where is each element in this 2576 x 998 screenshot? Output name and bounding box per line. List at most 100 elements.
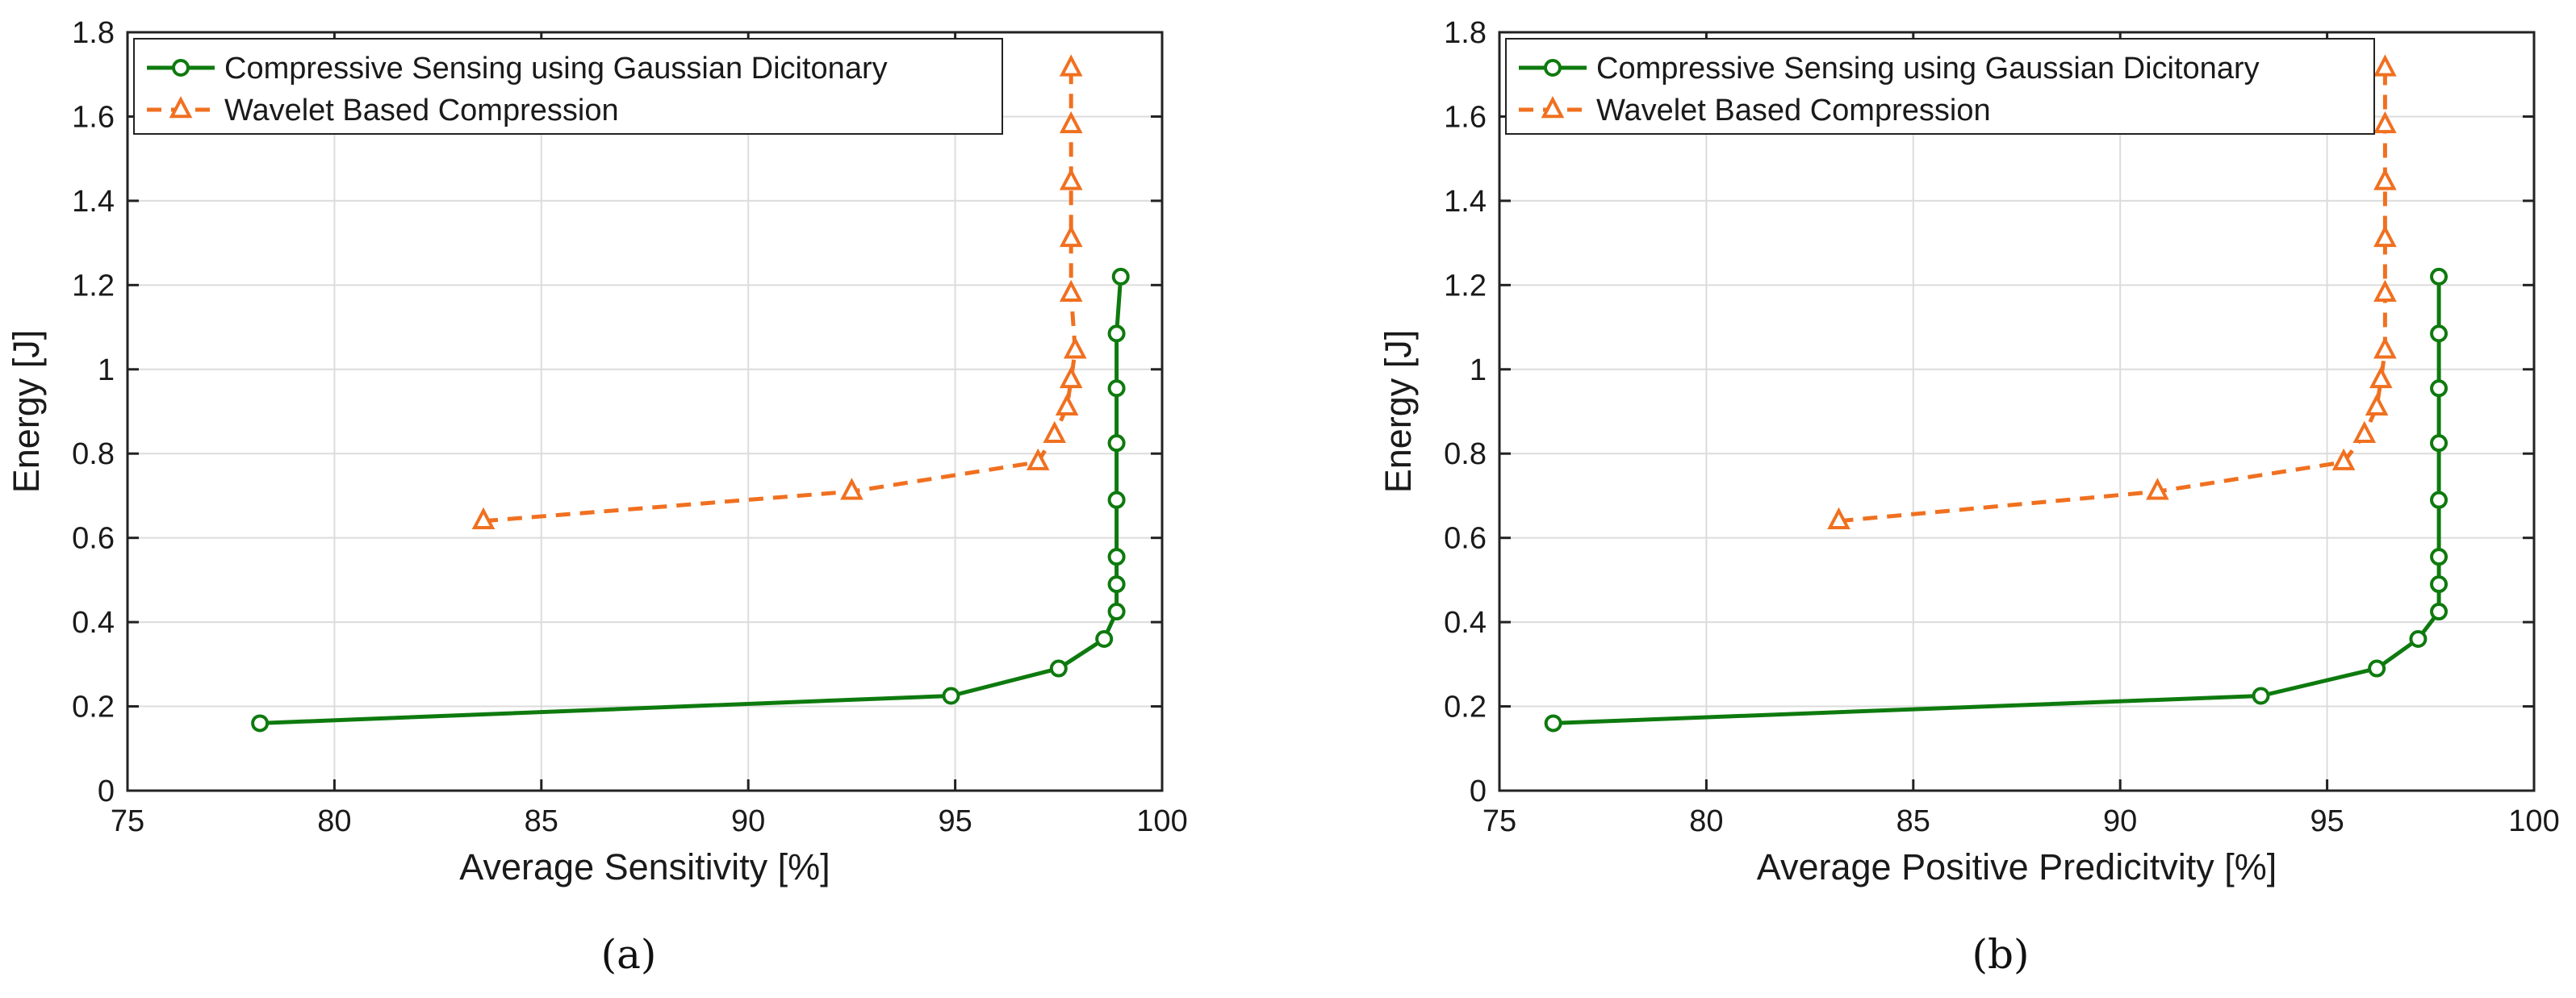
data-point-wavelet <box>2369 365 2393 389</box>
data-point-wavelet <box>2146 478 2169 500</box>
y-tick-label: 1.2 <box>1444 269 1487 303</box>
data-point-compressive-sensing <box>251 714 270 733</box>
data-point-wavelet <box>1059 54 1083 77</box>
x-tick-label: 75 <box>111 804 144 838</box>
series-line-compressive-sensing <box>260 276 1123 725</box>
y-tick-label: 0.4 <box>1444 606 1487 640</box>
data-point-wavelet <box>1827 507 1850 529</box>
data-point-wavelet <box>2373 279 2397 302</box>
data-point-wavelet <box>1059 224 1083 248</box>
x-tick-label: 100 <box>2508 804 2559 838</box>
y-tick-label: 1 <box>1470 353 1487 387</box>
data-point-wavelet <box>1059 279 1083 302</box>
plot-frame <box>1498 31 2536 792</box>
legend-label: Compressive Sensing using Gaussian Dicit… <box>224 52 888 86</box>
data-point-compressive-sensing <box>1107 603 1126 621</box>
data-point-compressive-sensing <box>2430 379 2448 398</box>
data-point-wavelet <box>1059 111 1083 134</box>
y-tick-label: 0.8 <box>72 437 115 471</box>
data-point-wavelet <box>2373 168 2397 190</box>
data-point-wavelet <box>2373 336 2397 359</box>
legend-marker-wavelet <box>169 95 193 119</box>
y-tick-label: 1.8 <box>1444 16 1487 50</box>
data-point-wavelet <box>1055 393 1079 415</box>
x-axis-label: Average Sensitivity [%] <box>459 846 830 887</box>
data-point-wavelet <box>2365 393 2389 415</box>
chart-panel-a: 75 80 85 90 95 100 0 0.2 0.4 0.6 0.8 1 1.2 1.4 1.6 1.8 C… <box>6 16 1188 978</box>
data-point-compressive-sensing <box>2430 491 2448 509</box>
data-point-compressive-sensing <box>1107 575 1126 594</box>
x-tick-label: 75 <box>1482 804 1516 838</box>
y-tick-label: 1.4 <box>1444 185 1487 219</box>
x-axis-label: Average Positive Predicitvity [%] <box>1757 846 2277 887</box>
legend-label: Wavelet Based Compression <box>224 94 619 127</box>
data-point-wavelet <box>840 478 864 500</box>
data-point-compressive-sensing <box>2430 548 2448 566</box>
x-tick-label: 95 <box>938 804 972 838</box>
figure-caption: (b) <box>1972 931 2029 978</box>
y-tick-label: 0.4 <box>72 606 115 640</box>
y-tick-label: 1.4 <box>72 185 115 219</box>
data-point-compressive-sensing <box>2430 267 2448 286</box>
figure-caption: (a) <box>601 931 657 978</box>
y-tick-label: 0.6 <box>72 522 115 556</box>
data-point-wavelet <box>471 507 496 529</box>
data-point-compressive-sensing <box>2252 687 2270 705</box>
legend-label: Wavelet Based Compression <box>1596 94 1991 127</box>
data-point-wavelet <box>1059 168 1083 190</box>
data-point-compressive-sensing <box>1107 434 1126 453</box>
data-point-wavelet <box>2373 224 2397 248</box>
y-tick-label: 0 <box>1470 775 1487 808</box>
data-point-compressive-sensing <box>1111 267 1130 286</box>
x-tick-label: 95 <box>2310 804 2344 838</box>
legend: Compressive Sensing using Gaussian Dicit… <box>133 38 1003 135</box>
y-tick-label: 1.6 <box>72 100 115 134</box>
data-point-compressive-sensing <box>1544 714 1562 733</box>
x-tick-label: 90 <box>2103 804 2137 838</box>
x-tick-label: 80 <box>317 804 351 838</box>
data-point-wavelet <box>2373 54 2397 77</box>
legend-marker-wavelet <box>1541 95 1565 119</box>
legend-box <box>1505 38 2375 135</box>
data-point-compressive-sensing <box>1107 491 1126 509</box>
y-tick-label: 1 <box>98 353 115 387</box>
x-tick-label: 85 <box>525 804 558 838</box>
data-point-compressive-sensing <box>2409 630 2428 648</box>
y-tick-label: 0.2 <box>1444 691 1487 724</box>
data-point-compressive-sensing <box>1107 324 1126 343</box>
data-point-compressive-sensing <box>2368 659 2386 678</box>
legend-marker-compressive-sensing <box>1544 59 1562 77</box>
y-axis-label: Energy [J] <box>6 330 47 494</box>
series-line-compressive-sensing <box>1553 276 2441 725</box>
data-point-compressive-sensing <box>2430 434 2448 453</box>
data-point-wavelet <box>1063 336 1087 359</box>
data-point-compressive-sensing <box>2430 575 2448 594</box>
data-point-wavelet <box>1043 420 1067 443</box>
legend-box <box>133 38 1003 135</box>
y-tick-label: 0 <box>98 775 115 808</box>
data-point-compressive-sensing <box>1107 379 1126 398</box>
y-tick-label: 0.8 <box>1444 437 1487 471</box>
legend-label: Compressive Sensing using Gaussian Dicit… <box>1596 52 2260 86</box>
y-tick-label: 0.2 <box>72 691 115 724</box>
y-tick-label: 1.6 <box>1444 100 1487 134</box>
data-point-compressive-sensing <box>1107 548 1126 566</box>
data-point-wavelet <box>1026 448 1050 470</box>
data-point-compressive-sensing <box>942 687 960 705</box>
y-axis-label: Energy [J] <box>1378 330 1419 494</box>
data-point-wavelet <box>2373 111 2397 134</box>
legend: Compressive Sensing using Gaussian Dicit… <box>1505 38 2375 135</box>
y-tick-label: 0.6 <box>1444 522 1487 556</box>
x-tick-label: 80 <box>1689 804 1723 838</box>
data-point-compressive-sensing <box>2430 324 2448 343</box>
data-point-wavelet <box>2331 448 2356 470</box>
y-tick-label: 1.8 <box>72 16 115 50</box>
x-tick-label: 100 <box>1136 804 1187 838</box>
data-point-wavelet <box>2352 420 2377 443</box>
plot-area <box>1499 32 2534 791</box>
x-tick-label: 85 <box>1896 804 1930 838</box>
data-point-compressive-sensing <box>1095 630 1114 648</box>
legend-marker-compressive-sensing <box>172 59 190 77</box>
